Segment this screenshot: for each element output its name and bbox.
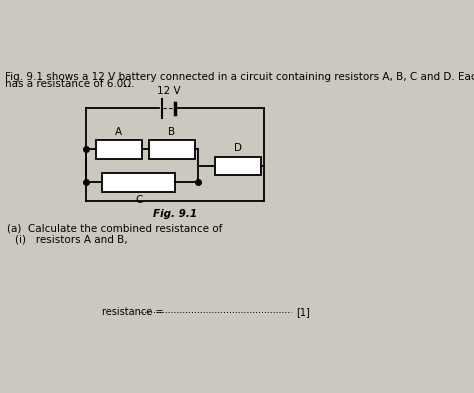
Text: (i)   resistors A and B,: (i) resistors A and B,: [15, 235, 127, 244]
Bar: [149, 140, 195, 158]
Text: A: A: [115, 127, 122, 137]
Bar: [102, 173, 175, 191]
Text: Fig. 9.1: Fig. 9.1: [153, 209, 197, 219]
Text: C: C: [135, 195, 142, 205]
Bar: [96, 140, 142, 158]
Bar: [215, 156, 261, 175]
Text: B: B: [168, 127, 175, 137]
Text: D: D: [234, 143, 242, 153]
Text: 12 V: 12 V: [156, 86, 180, 96]
Text: (a)  Calculate the combined resistance of: (a) Calculate the combined resistance of: [7, 224, 222, 234]
Text: resistance =: resistance =: [102, 307, 167, 317]
Text: Fig. 9.1 shows a 12 V battery connected in a circuit containing resistors A, B, : Fig. 9.1 shows a 12 V battery connected …: [5, 72, 474, 82]
Text: [1]: [1]: [296, 307, 310, 317]
Text: has a resistance of 6.0Ω.: has a resistance of 6.0Ω.: [5, 79, 135, 88]
